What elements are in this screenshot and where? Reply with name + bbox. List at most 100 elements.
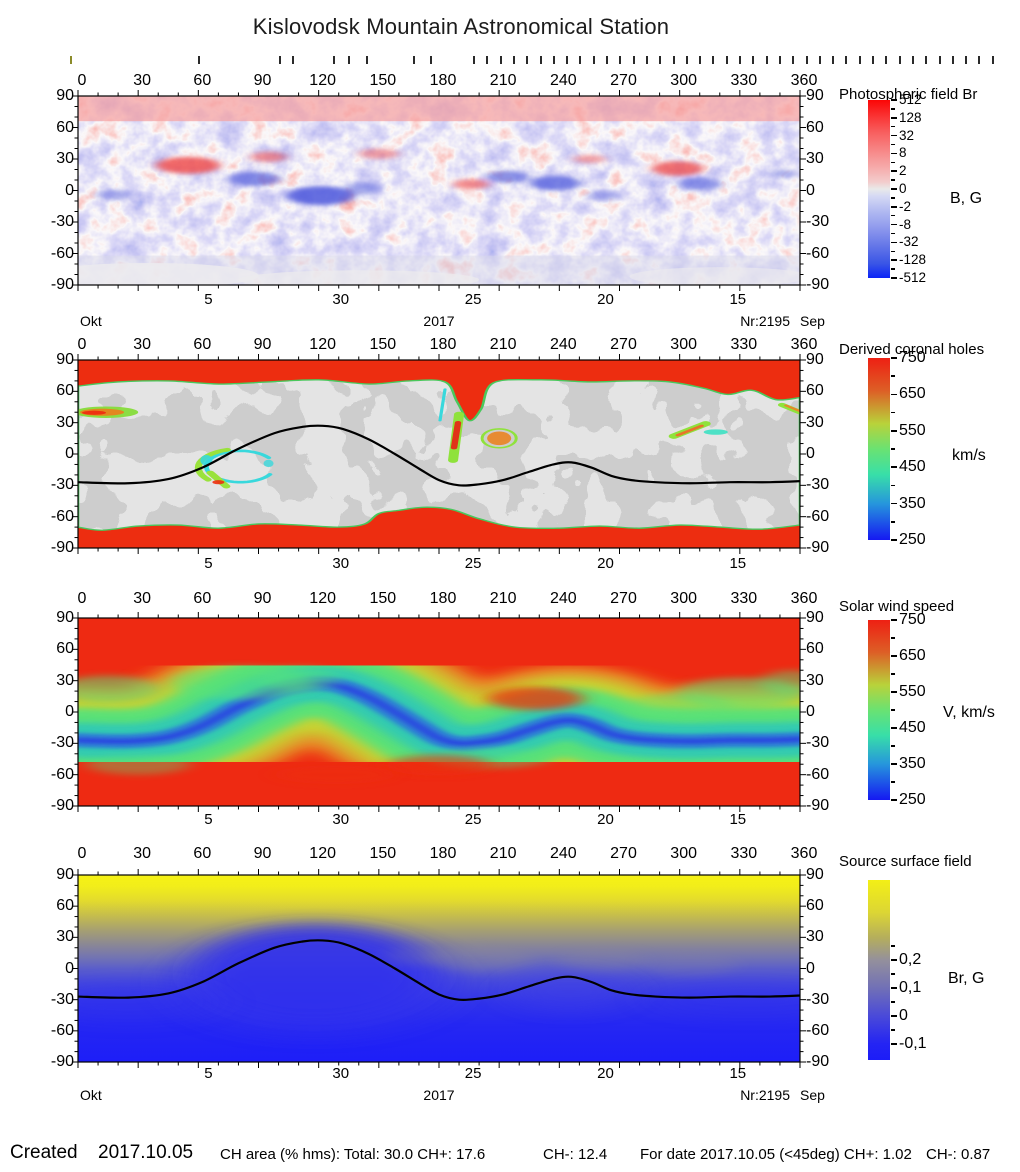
y-tick-label: 0 — [806, 445, 815, 462]
colorbar-tick-mark — [891, 277, 897, 279]
colorbar-tick-label: -0,1 — [899, 1034, 927, 1052]
map-solar-wind-speed — [72, 612, 806, 812]
day-tick — [898, 56, 901, 64]
y-tick-label: -30 — [806, 990, 830, 1008]
x-tick-label: 60 — [193, 336, 212, 353]
y-tick-label: 90 — [806, 866, 824, 883]
colorbar-tick-mark — [891, 134, 897, 137]
day-tick — [991, 56, 994, 64]
colorbar-minor-tick-mark — [891, 108, 895, 110]
day-tick — [70, 56, 72, 64]
colorbar-minor-tick-mark — [891, 448, 895, 450]
day-tick — [539, 56, 542, 64]
date-label: 5 — [204, 811, 213, 828]
x-tick-label: 90 — [253, 845, 272, 862]
day-tick — [499, 56, 502, 64]
colorbar-tick-mark — [891, 259, 897, 261]
day-tick — [832, 56, 835, 64]
y-tick-label: 0 — [65, 181, 74, 199]
y-tick-label: 0 — [65, 445, 74, 462]
x-tick-label: 180 — [429, 336, 457, 353]
for-date-ch-negative: CH-: 0.87 — [926, 1146, 991, 1163]
colorbar-title-coronal-holes: Derived coronal holes — [839, 341, 985, 358]
colorbar-tick-mark — [891, 99, 897, 101]
colorbar-minor-tick-mark — [891, 709, 895, 711]
month-left-label: Okt — [80, 1087, 102, 1103]
colorbar-minor-tick-mark — [891, 973, 895, 975]
colorbar-tick-label: 0,2 — [899, 951, 922, 969]
x-tick-label: 300 — [670, 72, 698, 89]
rotation-number: Nr:2195 — [740, 1087, 790, 1103]
x-tick-label: 120 — [309, 845, 337, 862]
x-tick-label: 300 — [670, 336, 698, 353]
date-label: 20 — [597, 1065, 614, 1082]
date-label: 15 — [729, 1065, 747, 1082]
y-tick-label: 30 — [806, 671, 824, 689]
day-tick — [366, 56, 368, 64]
date-label: 5 — [204, 555, 213, 572]
y-tick-label: -30 — [806, 734, 830, 752]
y-tick-label: -30 — [50, 476, 74, 494]
y-tick-label: -60 — [806, 1021, 830, 1039]
slow-wind-belt — [78, 628, 800, 799]
colorbar-tick-label: -8 — [899, 216, 912, 232]
colorbar-tick-mark — [891, 430, 897, 432]
month-right-label: Sep — [800, 313, 825, 329]
ch-area-negative: CH-: 12.4 — [543, 1146, 608, 1163]
x-tick-label: 330 — [730, 72, 758, 89]
x-tick-label: 60 — [193, 72, 212, 89]
x-tick-label: 180 — [429, 590, 457, 607]
y-tick-label: 60 — [56, 118, 74, 136]
colorbar-unit-wind: V, km/s — [943, 704, 995, 721]
colorbar-tick-label: -128 — [899, 252, 927, 268]
y-tick-label: 30 — [806, 150, 824, 167]
map-source-surface-field — [72, 869, 806, 1068]
colorbar-tick-label: 550 — [899, 421, 926, 439]
x-tick-label: 180 — [429, 845, 457, 862]
colorbar-tick-mark — [891, 188, 897, 190]
x-axis-labels-source-surface: 0 30 60 90 120 150 180 210 240 270 300 330 360 — [0, 845, 1020, 862]
colorbar-tick-mark — [891, 206, 897, 208]
x-tick-label: 90 — [253, 72, 272, 89]
x-tick-label: 330 — [730, 336, 758, 353]
colorbar-tick-label: 350 — [899, 755, 926, 772]
day-tick — [872, 56, 874, 64]
day-tick — [619, 56, 622, 64]
colorbar-unit-photospheric: B, G — [950, 190, 983, 207]
map-derived-coronal-holes — [72, 354, 806, 554]
colorbar-minor-tick-mark — [891, 781, 895, 783]
colorbar-coronal-holes — [868, 358, 890, 540]
x-tick-label: 180 — [429, 72, 457, 89]
x-tick-label: 240 — [549, 336, 577, 353]
north-polar-band — [78, 96, 800, 122]
quiet-sun-band — [78, 378, 800, 531]
colorbar-title-source-surface: Source surface field — [839, 853, 972, 870]
created-date: 2017.10.05 — [98, 1142, 194, 1163]
x-tick-label: 240 — [549, 845, 577, 862]
date-label: 30 — [332, 811, 350, 828]
observation-day-ticks — [0, 56, 1020, 66]
day-tick — [911, 56, 914, 64]
y-tick-label: 90 — [56, 351, 74, 368]
colorbar-tick-label: 0 — [899, 181, 907, 196]
y-tick-label: 30 — [56, 928, 74, 946]
day-tick — [579, 56, 582, 64]
colorbar-minor-tick-mark — [891, 1001, 895, 1003]
y-tick-label: -30 — [50, 213, 74, 230]
day-tick — [925, 56, 928, 64]
date-month-row-top: Okt 2017 Nr:2195 Sep — [0, 313, 1020, 329]
y-tick-label: 30 — [56, 150, 74, 167]
y-tick-label: 90 — [806, 609, 824, 626]
colorbar-tick-label: 450 — [899, 458, 926, 476]
colorbar-minor-tick-mark — [891, 411, 895, 414]
colorbar-minor-tick-mark — [891, 375, 895, 377]
day-tick — [292, 56, 294, 64]
day-tick — [198, 56, 200, 64]
active-region-blobs — [96, 148, 798, 206]
colorbar-tick-mark — [891, 170, 897, 172]
date-label: 20 — [597, 291, 614, 308]
x-tick-label: 0 — [77, 590, 87, 607]
y-tick-label: -30 — [806, 476, 830, 494]
x-tick-label: 270 — [610, 845, 637, 862]
day-tick — [592, 56, 595, 64]
